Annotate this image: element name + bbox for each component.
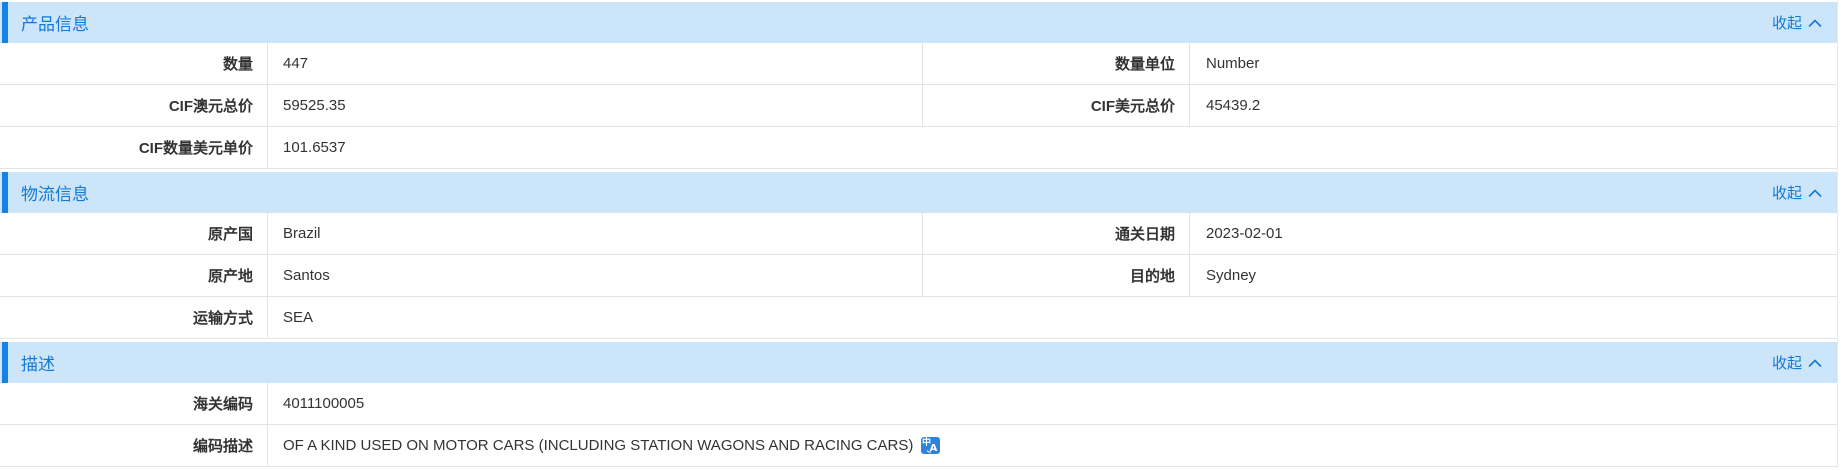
chevron-up-icon bbox=[1808, 15, 1822, 32]
field-value: 59525.35 bbox=[283, 97, 346, 114]
section-title: 描述 bbox=[21, 355, 55, 374]
field-value: 447 bbox=[283, 55, 309, 72]
translate-icon[interactable]: 中 A bbox=[921, 437, 941, 454]
field-label: CIF美元总价 bbox=[922, 85, 1190, 126]
field-value: Santos bbox=[283, 267, 330, 284]
section-title: 产品信息 bbox=[21, 15, 89, 34]
field-value: 2023-02-01 bbox=[1206, 225, 1283, 242]
field-value: 4011100005 bbox=[283, 395, 365, 412]
collapse-toggle[interactable]: 收起 bbox=[1772, 12, 1822, 33]
field-value: 45439.2 bbox=[1206, 97, 1261, 114]
collapse-label: 收起 bbox=[1771, 15, 1802, 32]
collapse-toggle[interactable]: 收起 bbox=[1772, 182, 1822, 203]
field-label: 编码描述 bbox=[0, 425, 268, 466]
field-row: 海关编码 4011100005 bbox=[0, 383, 1837, 425]
field-value: Brazil bbox=[283, 225, 321, 242]
field-row: 运输方式 SEA bbox=[0, 297, 1837, 339]
field-value: Sydney bbox=[1206, 267, 1257, 284]
field-label: 目的地 bbox=[922, 255, 1190, 296]
chevron-up-icon bbox=[1808, 355, 1822, 372]
field-label: 通关日期 bbox=[922, 213, 1190, 254]
field-label: 数量单位 bbox=[922, 43, 1190, 84]
field-row: CIF数量美元单价 101.6537 bbox=[0, 127, 1837, 169]
field-row: 原产国 Brazil 通关日期 2023-02-01 bbox=[0, 213, 1837, 255]
field-row: CIF澳元总价 59525.35 CIF美元总价 45439.2 bbox=[0, 85, 1837, 127]
field-label: 原产国 bbox=[0, 213, 268, 254]
chevron-up-icon bbox=[1808, 185, 1822, 202]
section-logistics-info: 物流信息 收起 原产国 Brazil 通关日期 2023-02-01 原产地 S… bbox=[0, 172, 1837, 339]
section-title: 物流信息 bbox=[21, 185, 89, 204]
accent-bar bbox=[2, 342, 8, 383]
svg-text:A: A bbox=[930, 443, 938, 454]
collapse-label: 收起 bbox=[1771, 355, 1802, 372]
field-label: 数量 bbox=[0, 43, 268, 84]
field-value: Number bbox=[1206, 55, 1260, 72]
accent-bar bbox=[2, 172, 8, 213]
field-value: SEA bbox=[283, 309, 314, 326]
field-label: 海关编码 bbox=[0, 383, 268, 424]
section-header-logistics-info: 物流信息 收起 bbox=[0, 172, 1837, 213]
field-row: 编码描述 OF A KIND USED ON MOTOR CARS (INCLU… bbox=[0, 425, 1837, 467]
field-value: OF A KIND USED ON MOTOR CARS (INCLUDING … bbox=[268, 425, 1837, 466]
section-description: 描述 收起 海关编码 4011100005 编码描述 OF A KIND USE… bbox=[0, 342, 1837, 467]
field-label: 原产地 bbox=[0, 255, 268, 296]
field-label: 运输方式 bbox=[0, 297, 268, 338]
field-label: CIF数量美元单价 bbox=[0, 127, 268, 168]
field-row: 数量 447 数量单位 Number bbox=[0, 43, 1837, 85]
svg-text:中: 中 bbox=[922, 437, 931, 448]
collapse-label: 收起 bbox=[1771, 185, 1802, 202]
field-value: 101.6537 bbox=[283, 139, 346, 156]
accent-bar bbox=[2, 2, 8, 43]
hs-code-description-text: OF A KIND USED ON MOTOR CARS (INCLUDING … bbox=[283, 437, 914, 454]
section-header-description: 描述 收起 bbox=[0, 342, 1837, 383]
section-product-info: 产品信息 收起 数量 447 数量单位 Number CIF澳元总价 59525… bbox=[0, 2, 1837, 169]
section-header-product-info: 产品信息 收起 bbox=[0, 2, 1837, 43]
field-label: CIF澳元总价 bbox=[0, 85, 268, 126]
field-row: 原产地 Santos 目的地 Sydney bbox=[0, 255, 1837, 297]
collapse-toggle[interactable]: 收起 bbox=[1772, 352, 1822, 373]
